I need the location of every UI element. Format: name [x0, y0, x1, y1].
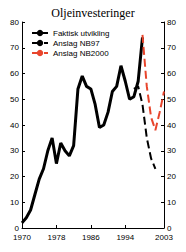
svg-text:70: 70: [10, 43, 19, 52]
svg-text:10: 10: [10, 198, 19, 207]
svg-text:Faktisk utvikling: Faktisk utvikling: [53, 29, 109, 38]
svg-text:60: 60: [10, 69, 19, 78]
svg-text:30: 30: [10, 146, 19, 155]
svg-text:Oljeinvesteringer: Oljeinvesteringer: [51, 6, 134, 20]
svg-text:0: 0: [15, 224, 20, 233]
svg-text:1986: 1986: [82, 233, 100, 242]
svg-text:50: 50: [167, 95, 176, 104]
svg-text:Anslag NB2000: Anslag NB2000: [53, 49, 109, 58]
svg-text:0: 0: [167, 224, 172, 233]
svg-text:20: 20: [10, 172, 19, 181]
svg-text:1994: 1994: [116, 233, 134, 242]
svg-text:50: 50: [10, 95, 19, 104]
svg-text:20: 20: [167, 172, 176, 181]
svg-text:1970: 1970: [13, 233, 31, 242]
svg-text:1978: 1978: [48, 233, 66, 242]
svg-text:10: 10: [167, 198, 176, 207]
svg-text:2003: 2003: [155, 233, 173, 242]
svg-text:70: 70: [167, 43, 176, 52]
svg-text:80: 80: [167, 18, 176, 27]
svg-text:30: 30: [167, 146, 176, 155]
svg-text:40: 40: [167, 121, 176, 130]
svg-text:80: 80: [10, 18, 19, 27]
svg-text:60: 60: [167, 69, 176, 78]
svg-text:40: 40: [10, 121, 19, 130]
svg-text:Anslag NB97: Anslag NB97: [53, 39, 100, 48]
